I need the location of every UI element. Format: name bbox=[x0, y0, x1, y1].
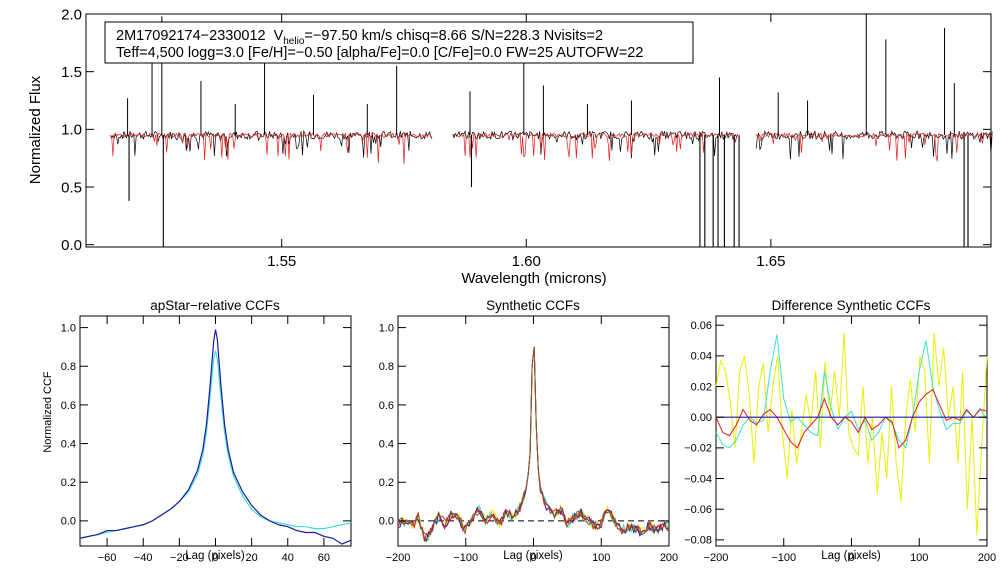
apstar-ccf-xtick-label: 20 bbox=[246, 552, 258, 564]
spectrum-frame bbox=[85, 13, 992, 248]
difference-ccf-xtick-label: −200 bbox=[704, 552, 729, 564]
spectrum-info-box bbox=[104, 21, 694, 64]
spectrum-xtick-label: 1.55 bbox=[267, 253, 296, 270]
difference-ccf-ytick-label: 0.06 bbox=[691, 320, 712, 332]
difference-ccf-ytick-label: 0.04 bbox=[691, 351, 712, 363]
synthetic-ccf-axes: −200 −100 0 100 200 0.0 0.2 0.4 0.6 0.8 1.0 bbox=[379, 316, 678, 564]
difference-ccf-ytick-label: −0.08 bbox=[684, 535, 712, 547]
difference-ccf-series-group bbox=[715, 332, 988, 536]
apstar-ccf-axes: −60 −40 −20 0 20 40 60 0.0 0.2 0.4 0.6 0.8 1.0 bbox=[61, 316, 351, 564]
difference-ccf-xtick-label: 100 bbox=[910, 552, 928, 564]
difference-ccf-xtick-label: 200 bbox=[978, 552, 996, 564]
apstar-ccf-panel: −60 −40 −20 0 20 40 60 0.0 0.2 0.4 0.6 0.8 1.0 apSta… bbox=[42, 298, 352, 564]
spectrum-ytick-label: 1.0 bbox=[61, 122, 82, 139]
synthetic-ccf-xtick-label: 200 bbox=[660, 552, 678, 564]
spectrum-info-line1: 2M17092174−2330012 Vhelio=−97.50 km/s chi… bbox=[116, 28, 603, 47]
apstar-ccf-xtick-label: −40 bbox=[134, 552, 153, 564]
apstar-ccf-series-group bbox=[79, 329, 352, 545]
spectrum-ytick-label: 0.5 bbox=[61, 179, 82, 196]
spectrum-ytick-label: 0.0 bbox=[61, 237, 82, 254]
apstar-ccf-ytick-label: 0.8 bbox=[61, 361, 76, 373]
synthetic-ccf-xtick-label: 0 bbox=[530, 552, 536, 564]
spectrum-xlabel: Wavelength (microns) bbox=[461, 270, 606, 287]
spectrum-xtick-label: 1.65 bbox=[756, 253, 785, 270]
apstar-ccf-xtick-label: 60 bbox=[318, 552, 330, 564]
difference-ccf-ytick-label: −0.02 bbox=[684, 443, 712, 455]
spectrum-observed-line bbox=[452, 129, 739, 159]
synthetic-ccf-ytick-label: 0.2 bbox=[379, 477, 394, 489]
apstar-ccf-ylabel: Normalized CCF bbox=[42, 371, 54, 453]
apstar-ccf-ytick-label: 0.2 bbox=[61, 477, 76, 489]
difference-ccf-ytick-label: 0.00 bbox=[691, 412, 712, 424]
apstar-ccf-xtick-label: −60 bbox=[98, 552, 117, 564]
apstar-ccf-ytick-label: 0.4 bbox=[61, 438, 76, 450]
spectrum-axes: 1.55 1.60 1.65 0.0 0.5 1.0 1.5 2.0 bbox=[61, 6, 991, 270]
difference-ccf-ytick-label: −0.04 bbox=[684, 473, 712, 485]
apstar-ccf-ytick-label: 0.6 bbox=[61, 400, 76, 412]
apstar-ccf-title: apStar−relative CCFs bbox=[150, 298, 280, 313]
difference-ccf-ytick-label: −0.06 bbox=[684, 504, 712, 516]
synthetic-ccf-ytick-label: 0.0 bbox=[379, 516, 394, 528]
spectrum-ytick-label: 2.0 bbox=[61, 6, 82, 23]
synthetic-ccf-line bbox=[397, 346, 669, 536]
apstar-ccf-frame bbox=[79, 315, 352, 547]
apstar-ccf-xtick-label: 40 bbox=[282, 552, 294, 564]
synthetic-ccf-xtick-label: −200 bbox=[386, 552, 411, 564]
difference-ccf-ytick-label: 0.02 bbox=[691, 381, 712, 393]
spectrum-observed-line bbox=[755, 129, 993, 160]
apstar-ccf-ytick-label: 0.0 bbox=[61, 516, 76, 528]
synthetic-ccf-panel: −200 −100 0 100 200 0.0 0.2 0.4 0.6 0.8 1.0 Synthe… bbox=[379, 298, 678, 564]
difference-ccf-axes: −200 −100 0 100 200 −0.08 −0.06 −0.04 −0.02 0.00 0… bbox=[684, 316, 996, 564]
difference-ccf-panel: −200 −100 0 100 200 −0.08 −0.06 −0.04 −0.02 0.00 0… bbox=[684, 298, 996, 564]
difference-ccf-frame bbox=[715, 315, 988, 547]
synthetic-ccf-title: Synthetic CCFs bbox=[486, 298, 580, 313]
apstar-ccf-line bbox=[79, 350, 352, 539]
spectrum-ylabel: Normalized Flux bbox=[27, 75, 44, 184]
spectrum-panel: 1.55 1.60 1.65 0.0 0.5 1.0 1.5 2.0 Normalized F… bbox=[27, 6, 993, 287]
apstar-ccf-ytick-label: 1.0 bbox=[61, 322, 76, 334]
apstar-ccf-line bbox=[79, 329, 352, 545]
synthetic-ccf-xlabel: Lag (pixels) bbox=[503, 550, 563, 562]
synthetic-ccf-ytick-label: 0.6 bbox=[379, 400, 394, 412]
synthetic-ccf-series-group bbox=[397, 346, 669, 544]
difference-ccf-title: Difference Synthetic CCFs bbox=[772, 298, 931, 313]
apstar-ccf-xtick-label: 0 bbox=[212, 552, 218, 564]
apstar-ccf-xtick-label: −20 bbox=[170, 552, 189, 564]
synthetic-ccf-ytick-label: 1.0 bbox=[379, 322, 394, 334]
difference-ccf-xlabel: Lag (pixels) bbox=[821, 550, 881, 562]
spectrum-synthetic-line bbox=[452, 131, 739, 161]
spectrum-synthetic-line bbox=[110, 131, 433, 165]
difference-ccf-xtick-label: 0 bbox=[848, 552, 854, 564]
synthetic-ccf-xtick-label: −100 bbox=[453, 552, 478, 564]
star-id: 2M17092174−2330012 bbox=[116, 28, 266, 44]
vhelio-label: V bbox=[274, 28, 284, 44]
spectrum-info-line2: Teff=4,500 logg=3.0 [Fe/H]=−0.50 [alpha/… bbox=[116, 45, 643, 61]
synthetic-ccf-ytick-label: 0.4 bbox=[379, 438, 394, 450]
synthetic-ccf-ytick-label: 0.8 bbox=[379, 361, 394, 373]
spectrum-synthetic-line bbox=[755, 132, 993, 162]
info-line1-rest: =−97.50 km/s chisq=8.66 S/N=228.3 Nvisit… bbox=[304, 28, 603, 44]
difference-ccf-line bbox=[715, 332, 988, 536]
synthetic-ccf-xtick-label: 100 bbox=[592, 552, 610, 564]
difference-ccf-xtick-label: −100 bbox=[771, 552, 796, 564]
vhelio-subscript: helio bbox=[283, 36, 305, 47]
spectrum-xtick-label: 1.60 bbox=[512, 253, 541, 270]
spectrum-ytick-label: 1.5 bbox=[61, 64, 82, 81]
apstar-ccf-xlabel: Lag (pixels) bbox=[185, 550, 245, 562]
